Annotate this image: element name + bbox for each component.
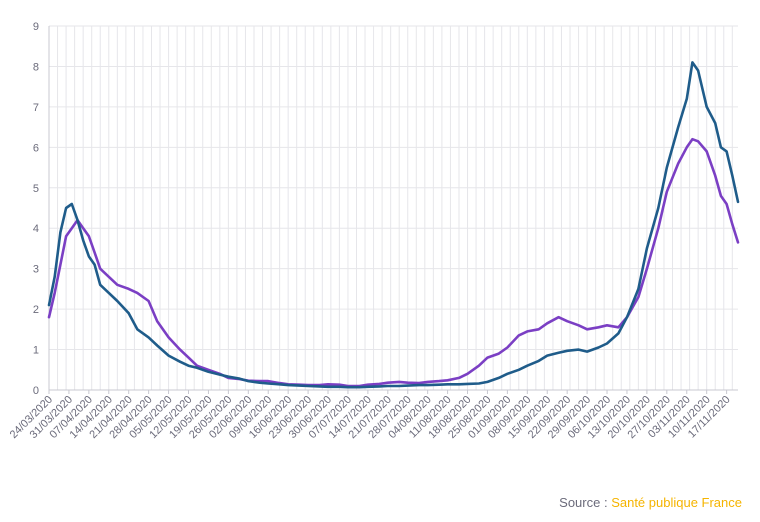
y-tick-label: 0 [33,385,39,397]
y-tick-label: 4 [33,223,39,235]
y-tick-labels: 0 1 2 3 4 5 6 7 8 9 [33,21,39,397]
series-line-purple [47,137,740,388]
x-tick-labels: 24/03/202031/03/202007/04/202014/04/2020… [8,394,733,441]
source-name: Santé publique France [611,495,742,510]
y-tick-label: 5 [33,183,39,195]
y-tick-label: 7 [33,102,39,114]
series-line-blue [47,61,740,389]
source-prefix: Source : [559,495,612,510]
source-note: Source : Santé publique France [559,495,742,510]
y-tick-label: 8 [33,61,39,73]
y-tick-label: 3 [33,264,39,276]
y-tick-label: 2 [33,304,39,316]
y-tick-label: 1 [33,345,39,357]
y-tick-label: 9 [33,21,39,33]
chart-grid [48,25,738,391]
chart-series [47,61,740,389]
chart-axes [48,26,738,394]
y-tick-label: 6 [33,142,39,154]
